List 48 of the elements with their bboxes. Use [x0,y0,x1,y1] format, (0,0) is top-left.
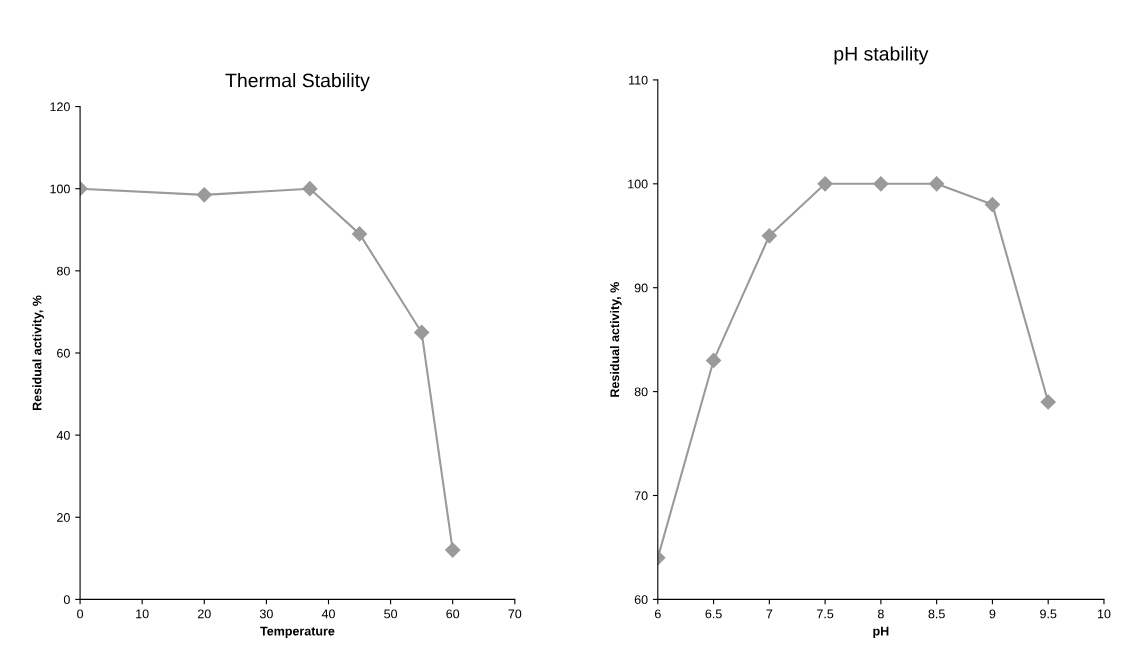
point [414,324,430,341]
x-tick-label: 70 [508,609,522,619]
x-axis-title: Temperature [260,626,335,638]
x-tick-label: 20 [197,609,211,619]
y-tick-label: 60 [57,348,70,358]
y-tick-label: 100 [50,184,70,194]
y-axis-title: Residual activity, % [610,282,622,397]
y-tick-label: 100 [628,179,648,189]
x-tick-label: 0 [77,609,84,619]
y-tick-label: 110 [629,75,648,85]
y-tick-label: 120 [50,102,70,112]
point [761,228,777,244]
y-tick-label: 90 [634,283,648,293]
y-tick-label: 0 [63,595,70,605]
point [929,176,945,192]
x-tick-label: 6.5 [705,609,722,619]
point [1040,394,1056,410]
y-tick-label: 20 [57,513,70,522]
x-tick-label: 9.5 [1040,609,1057,619]
point [705,352,722,369]
point [351,226,368,242]
chart-title: Thermal Stability [225,73,370,92]
x-tick-label: 50 [384,609,398,619]
point [984,197,1000,213]
y-tick-label: 60 [634,595,648,605]
y-tick-label: 40 [56,430,70,440]
x-tick-label: 9 [989,609,996,619]
y-axis-title: Residual activity, % [32,295,44,411]
point [817,176,833,192]
x-tick-label: 7.5 [817,609,834,619]
point [445,542,461,558]
x-tick-label: 6 [654,609,661,619]
x-tick-label: 7 [766,609,773,619]
x-tick-label: 30 [259,609,273,619]
point [196,187,212,203]
chart-title: pH stability [834,46,929,65]
x-tick-label: 10 [136,609,149,619]
x-tick-label: 8 [877,609,884,619]
x-axis-title: pH [873,626,889,638]
x-tick-label: 8.5 [928,609,945,619]
x-tick-label: 60 [446,609,460,619]
point [873,176,889,192]
x-tick-label: 40 [321,609,335,619]
y-tick-label: 70 [634,491,648,501]
x-tick-label: 10 [1097,609,1111,619]
y-tick-label: 80 [634,387,648,397]
point [302,181,318,197]
y-tick-label: 80 [57,266,70,276]
